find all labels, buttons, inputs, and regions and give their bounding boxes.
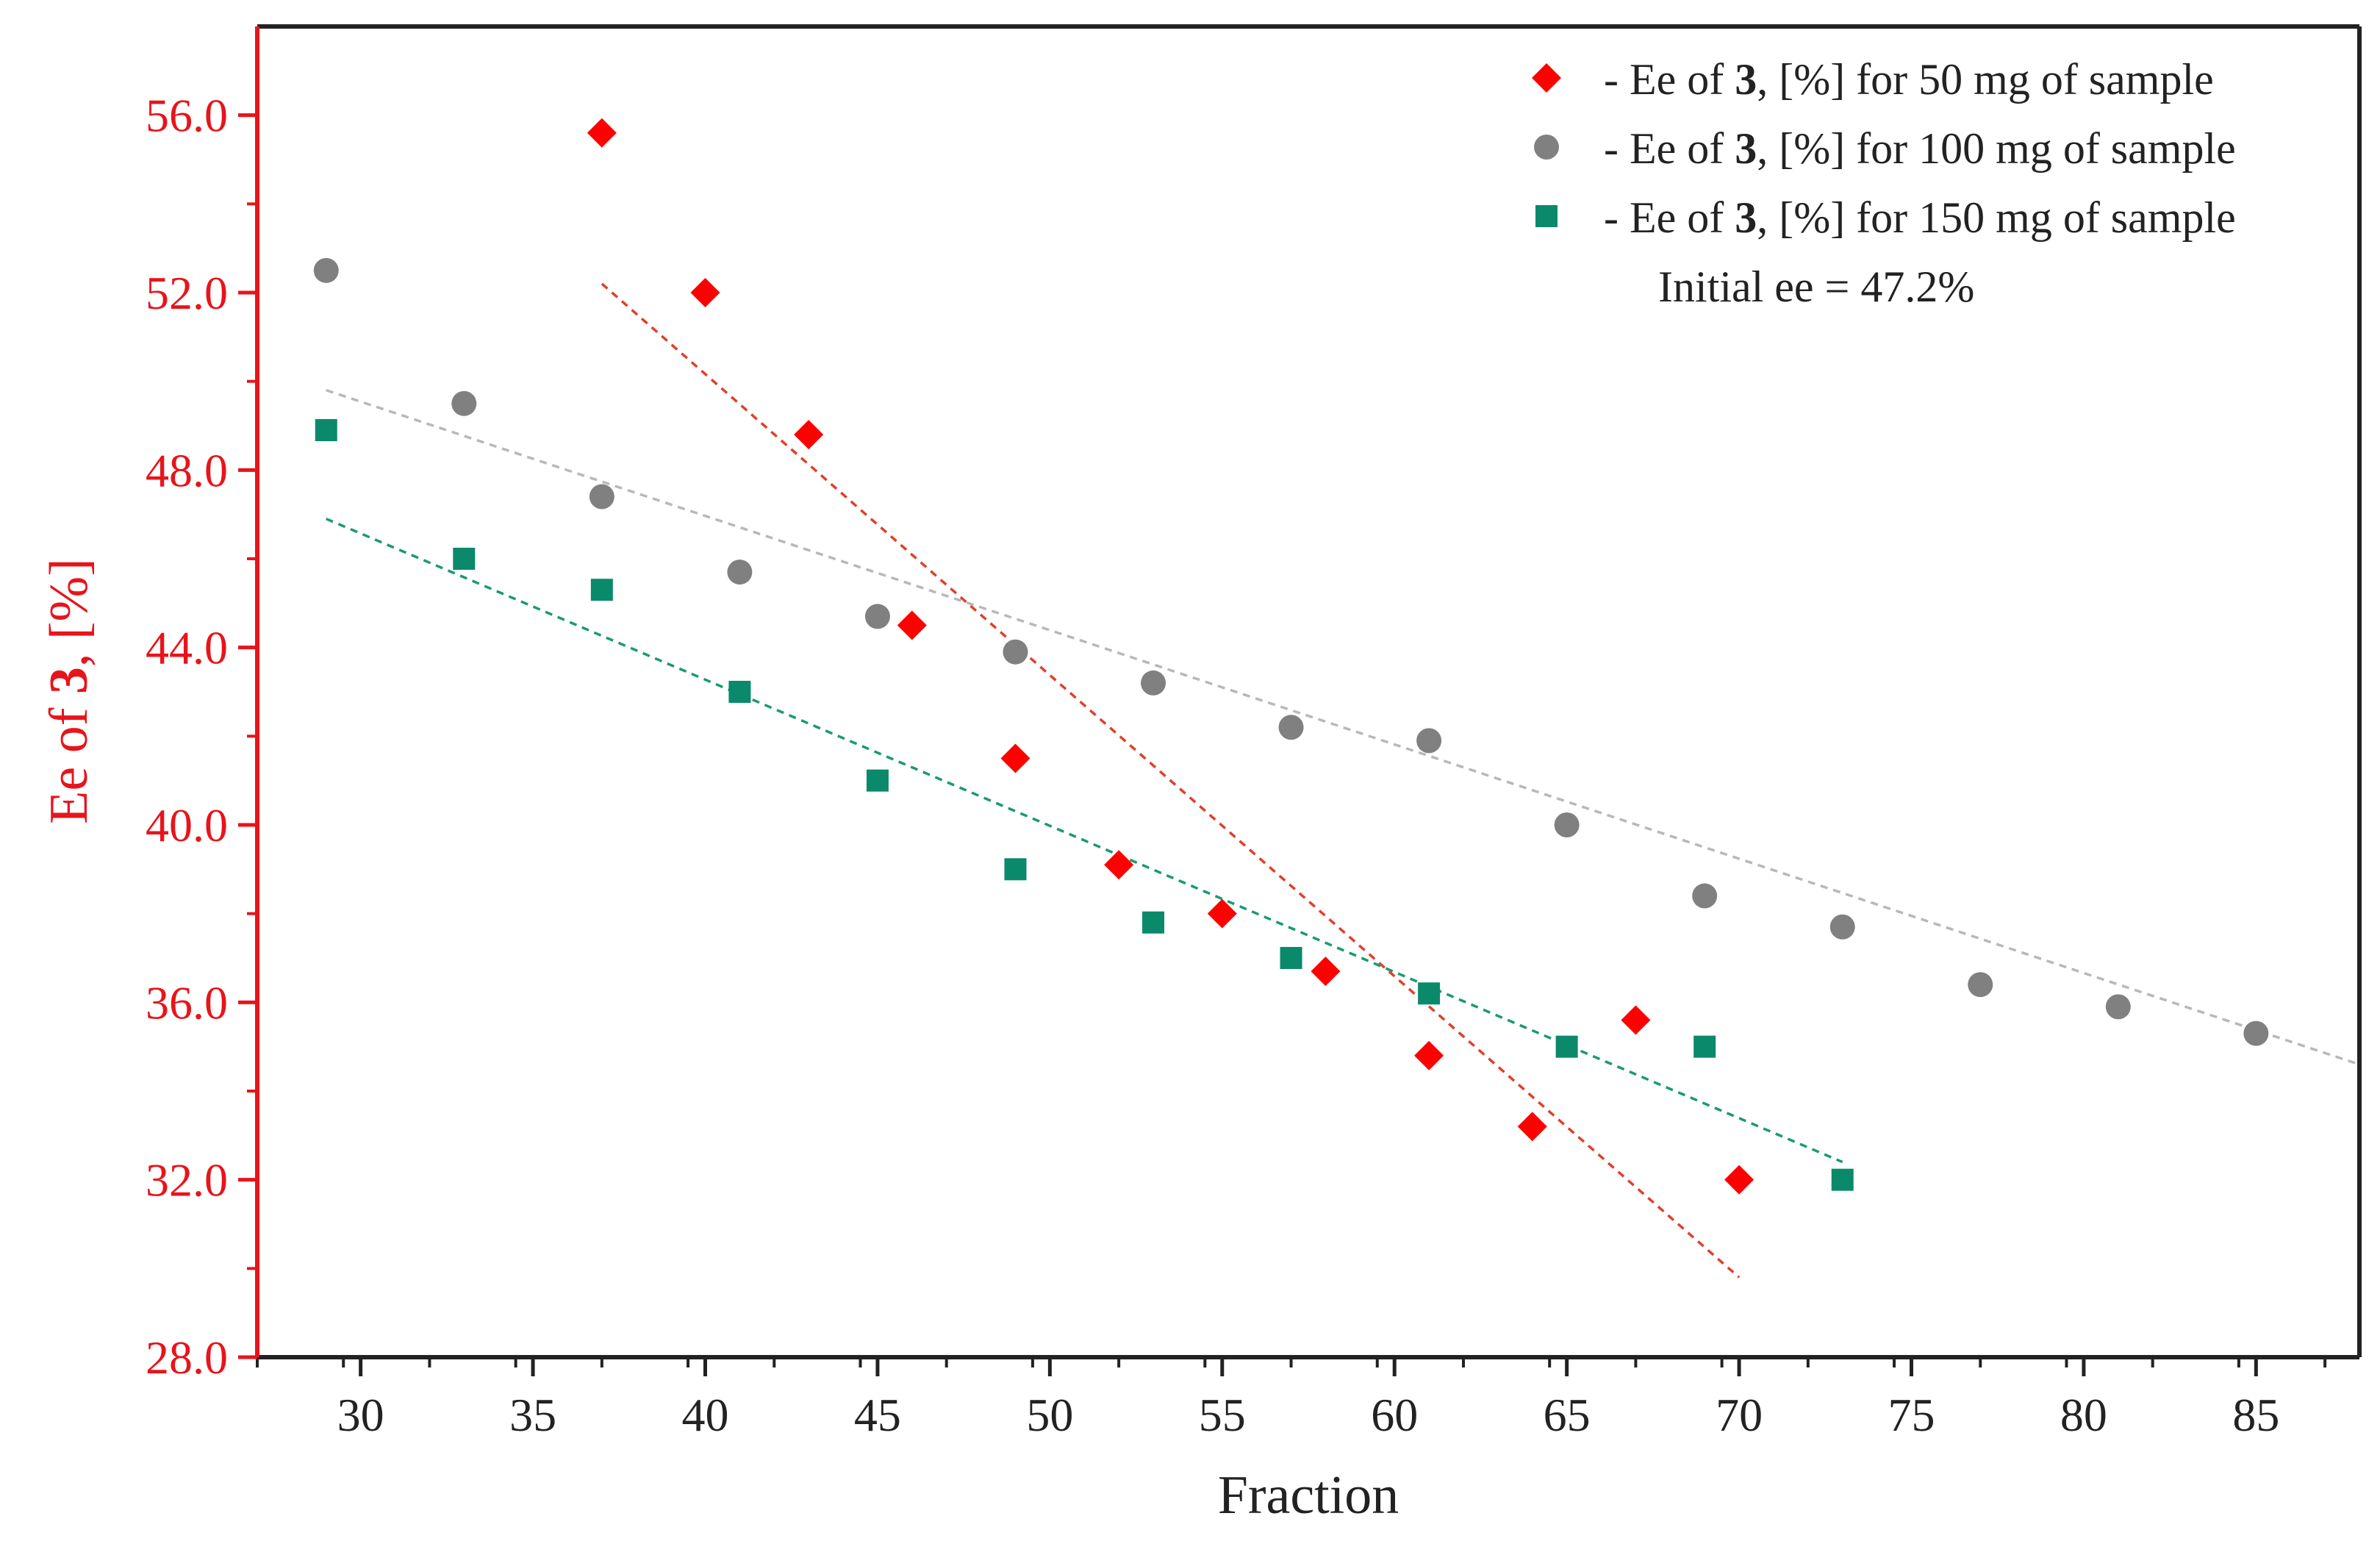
data-point-100mg: [1416, 728, 1442, 754]
data-point-50mg: [897, 610, 927, 640]
data-point-50mg: [1724, 1165, 1754, 1195]
y-ticks: 28.0 32.0 36.0 40.0 44.0 48.0 52.0 56.0: [146, 90, 257, 1384]
data-point-150mg: [1831, 1168, 1854, 1191]
legend-label-150mg-part-2: , [%] for 150 mg of sample: [1757, 193, 2236, 242]
data-point-150mg: [1555, 1035, 1578, 1058]
x-tick-label: 35: [509, 1389, 556, 1441]
y-tick-label: 44.0: [146, 622, 228, 674]
y-tick-label: 32.0: [146, 1154, 228, 1206]
y-axis-title-part-1: Ee of: [39, 694, 99, 824]
x-tick-label: 40: [682, 1389, 729, 1441]
legend: - Ee of 3, [%] for 50 mg of sample - Ee …: [1532, 55, 2236, 311]
data-point-150mg: [590, 579, 613, 601]
trendline-150mg: [326, 518, 1843, 1164]
legend-label-150mg-part-1: - Ee of: [1604, 193, 1735, 242]
legend-label-100mg-part-1: - Ee of: [1604, 124, 1735, 173]
trendline-50mg: [601, 282, 1741, 1279]
legend-label-100mg-compound: 3: [1735, 124, 1757, 173]
data-point-150mg: [1142, 911, 1165, 934]
y-axis-title: Ee of 3, [%]: [39, 558, 99, 824]
legend-annotation-initial-ee: Initial ee = 47.2%: [1658, 262, 1974, 311]
data-point-50mg: [1414, 1040, 1444, 1070]
legend-marker-100mg: [1534, 135, 1559, 160]
data-point-150mg: [1004, 858, 1027, 881]
y-axis-title-compound: 3: [39, 667, 99, 694]
x-tick-label: 30: [337, 1389, 384, 1441]
y-tick-label: 28.0: [146, 1331, 228, 1384]
y-tick-label: 56.0: [146, 90, 228, 142]
x-tick-label: 75: [1888, 1389, 1935, 1441]
x-tick-label: 50: [1026, 1389, 1073, 1441]
legend-label-50mg-compound: 3: [1735, 55, 1757, 104]
x-ticks: 30 35 40 45 50 55 60 65 70 75 80 85: [256, 1357, 2327, 1441]
legend-label-100mg: - Ee of 3, [%] for 100 mg of sample: [1604, 124, 2236, 173]
data-point-100mg: [589, 484, 614, 510]
data-point-50mg: [1621, 1005, 1651, 1035]
data-point-100mg: [1003, 639, 1028, 665]
legend-marker-50mg: [1532, 63, 1561, 93]
data-point-150mg: [1280, 947, 1302, 969]
data-point-100mg: [1692, 883, 1718, 909]
data-point-100mg: [1968, 972, 1993, 998]
legend-marker-150mg: [1535, 205, 1558, 227]
data-point-150mg: [453, 548, 476, 570]
data-point-50mg: [587, 118, 617, 148]
data-point-100mg: [864, 604, 890, 629]
data-markers: [313, 118, 2269, 1195]
legend-label-50mg-part-1: - Ee of: [1604, 55, 1735, 104]
x-tick-label: 70: [1716, 1389, 1763, 1441]
data-point-100mg: [451, 390, 477, 416]
data-point-100mg: [1278, 715, 1304, 740]
legend-label-150mg: - Ee of 3, [%] for 150 mg of sample: [1604, 193, 2236, 242]
trendlines: [326, 282, 2360, 1279]
x-tick-label: 85: [2232, 1389, 2279, 1441]
legend-label-150mg-compound: 3: [1735, 193, 1757, 242]
x-tick-label: 45: [854, 1389, 901, 1441]
data-point-100mg: [1141, 670, 1166, 696]
legend-label-50mg-part-2: , [%] for 50 mg of sample: [1757, 55, 2214, 104]
y-tick-label: 36.0: [146, 976, 228, 1029]
y-tick-label: 52.0: [146, 267, 228, 319]
data-point-50mg: [1207, 898, 1237, 929]
x-tick-label: 65: [1544, 1389, 1591, 1441]
data-point-50mg: [1517, 1112, 1547, 1142]
data-point-150mg: [728, 681, 751, 703]
x-tick-label: 60: [1371, 1389, 1418, 1441]
x-tick-label: 55: [1199, 1389, 1246, 1441]
data-point-50mg: [690, 278, 720, 307]
data-point-150mg: [1418, 982, 1441, 1005]
y-axis-title-part-2: , [%]: [39, 558, 99, 667]
legend-label-100mg-part-2: , [%] for 100 mg of sample: [1757, 124, 2236, 173]
data-point-100mg: [2105, 994, 2131, 1020]
x-axis-title: Fraction: [1218, 1465, 1399, 1526]
y-tick-label: 48.0: [146, 444, 228, 496]
y-tick-label: 40.0: [146, 799, 228, 851]
data-point-100mg: [313, 257, 339, 283]
data-point-150mg: [315, 419, 337, 442]
legend-label-50mg: - Ee of 3, [%] for 50 mg of sample: [1604, 55, 2214, 104]
data-point-150mg: [1693, 1035, 1716, 1058]
data-point-100mg: [1554, 812, 1580, 837]
data-point-50mg: [1104, 850, 1134, 880]
data-point-100mg: [727, 559, 753, 585]
data-point-50mg: [1000, 743, 1031, 773]
data-point-50mg: [1311, 957, 1341, 987]
data-point-150mg: [866, 769, 889, 792]
x-tick-label: 80: [2060, 1389, 2107, 1441]
data-point-100mg: [2243, 1020, 2269, 1046]
data-point-50mg: [794, 420, 824, 450]
data-point-100mg: [1829, 914, 1855, 940]
